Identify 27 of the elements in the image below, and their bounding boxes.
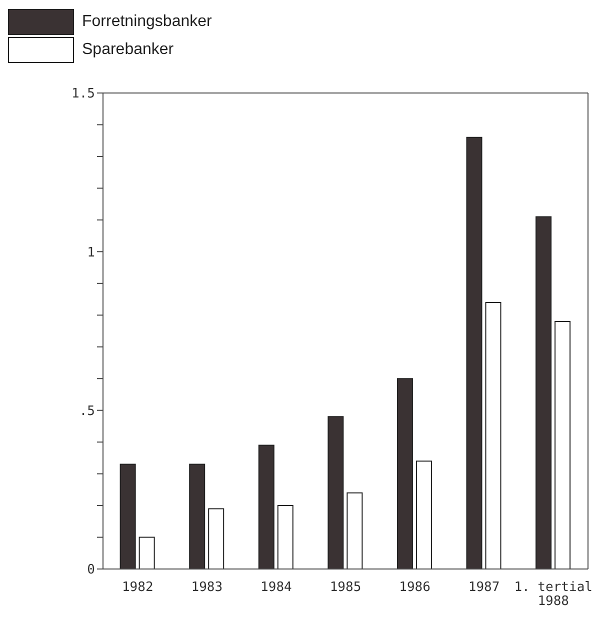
y-tick-label: 0 — [87, 562, 95, 578]
bar — [466, 136, 482, 569]
bar — [138, 536, 155, 569]
x-tick-label: 1983 — [191, 580, 223, 595]
x-tick-label: 1985 — [330, 580, 362, 595]
y-tick-label: 1.5 — [72, 86, 95, 102]
bar — [346, 492, 363, 569]
x-tick-label: 1987 — [468, 580, 500, 595]
bar — [416, 460, 432, 569]
bar — [396, 378, 413, 569]
bar — [189, 464, 206, 569]
bar — [536, 216, 552, 569]
legend-label: Sparebanker — [82, 41, 174, 59]
x-tick-label: 1. tertial 1988 — [514, 580, 592, 609]
bar — [485, 302, 502, 569]
x-tick-label: 1982 — [122, 580, 154, 595]
y-tick-label: .5 — [79, 404, 95, 419]
bar — [277, 505, 294, 569]
y-tick-label: 1 — [87, 245, 95, 260]
bar — [120, 464, 136, 569]
bar — [554, 320, 571, 569]
bar — [258, 444, 274, 569]
bar — [328, 416, 344, 569]
x-tick-label: 1984 — [260, 580, 292, 595]
bar — [208, 508, 224, 569]
legend-label: Forretningsbanker — [82, 13, 212, 31]
x-tick-label: 1986 — [399, 580, 430, 595]
